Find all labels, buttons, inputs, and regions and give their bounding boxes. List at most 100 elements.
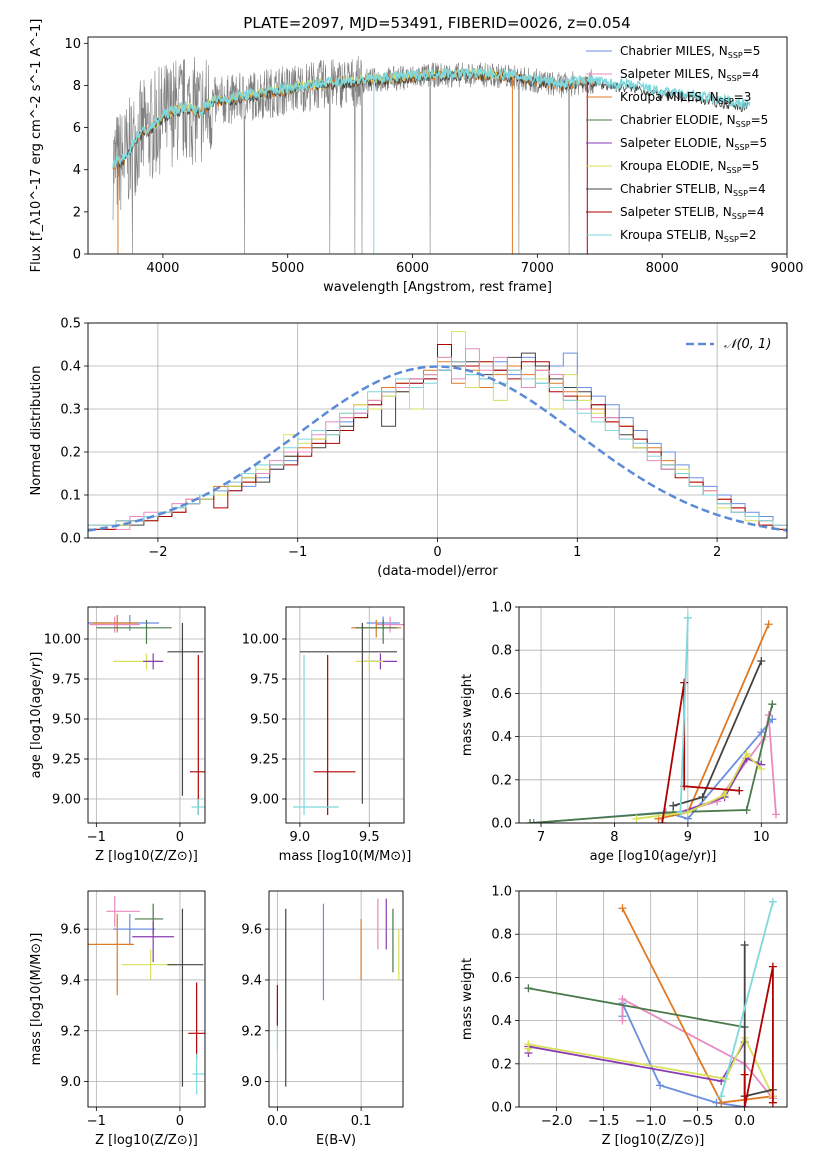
- weight_vs_age-xtick-label: 7: [537, 830, 545, 845]
- age_vs_mass-xtick-label: 9.0: [290, 830, 311, 845]
- age_vs_Z-ytick-label: 9.00: [52, 793, 81, 808]
- weight-point-marker: [698, 793, 707, 802]
- weight-point-marker: [768, 897, 777, 906]
- legend-label: Chabrier STELIB, NSSP=4: [620, 182, 766, 198]
- weight-point-marker: [669, 801, 678, 810]
- legend-series-name: Chabrier MILES, N: [620, 44, 728, 58]
- legend-label: Salpeter MILES, NSSP=4: [620, 67, 759, 83]
- weight_vs_age-ytick-label: 0.2: [491, 773, 512, 788]
- age_vs_Z-ytick-label: 10.00: [44, 633, 81, 648]
- legend-subscript: SSP: [728, 51, 743, 60]
- weight-point-marker: [618, 1016, 627, 1025]
- legend-nssp: =5: [751, 113, 769, 127]
- errorbar-point: [106, 896, 140, 927]
- errorbar-point: [88, 913, 134, 996]
- errorbar-point: [167, 908, 204, 1087]
- weight_vs_age-xtick-label: 10: [753, 830, 770, 845]
- weight-point-marker: [757, 728, 766, 737]
- normal-legend-label: 𝒩(0, 1): [724, 337, 771, 352]
- errorbar-point: [96, 619, 172, 644]
- age_vs_Z-points: [88, 615, 205, 815]
- age_vs_mass-ytick-label: 9.50: [250, 713, 279, 728]
- weight-point-marker: [676, 808, 685, 817]
- weight-point-marker: [524, 1040, 533, 1049]
- mass_vs_Z-ytick-label: 9.6: [60, 923, 81, 938]
- legend-series-name: Kroupa STELIB, N: [620, 228, 724, 242]
- mass_vs_Z-ytick-label: 9.0: [60, 1075, 81, 1090]
- weight_vs_Z-xtick-label: 0.0: [734, 1114, 755, 1129]
- plot-frame: [285, 606, 405, 824]
- chart-mass-vs-ebv: 0.0 0.1 9.0 9.2 9.4 9.6 E(B-V): [241, 890, 404, 1148]
- weight_vs_age-ytick-label: 1.0: [491, 601, 512, 616]
- residuals-xtick-label: 1: [573, 545, 581, 560]
- residuals-xtick-label: −1: [288, 545, 307, 560]
- weight_vs_Z-xtick-label: −2.0: [541, 1114, 573, 1129]
- errorbar-point: [299, 623, 398, 804]
- weight_vs_Z-ytick-label: 0.6: [491, 971, 512, 986]
- plot-frame: [87, 890, 206, 1108]
- age_vs_Z-ylabel: age [log10(age/yr)]: [29, 652, 44, 779]
- mass_vs_ebv-xtick-label: 0.0: [267, 1114, 288, 1129]
- mass_vs_ebv-points: [276, 898, 400, 1087]
- legend-label: Chabrier MILES, NSSP=5: [620, 44, 760, 60]
- chart-weight-vs-Z: −2.0 −1.5 −1.0 −0.5 0.0 0.0 0.2 0.4 0.6 0.8 1.0 Z […: [460, 885, 788, 1148]
- age_vs_Z-xtick-label: −1: [87, 830, 106, 845]
- legend-subscript: SSP: [736, 120, 751, 129]
- mass_vs_ebv-ytick-label: 9.2: [241, 1024, 262, 1039]
- age_vs_mass-xtick-label: 9.5: [359, 830, 380, 845]
- weight-series-line: [679, 617, 689, 813]
- mass_vs_Z-plot-area: [88, 891, 205, 1107]
- mass_vs_Z-ylabel: mass [log10(M/M⊙)]: [29, 933, 44, 1066]
- legend-subscript: SSP: [724, 235, 739, 244]
- weight-point-marker: [618, 995, 627, 1003]
- weight_vs_Z-ytick-label: 0.0: [491, 1101, 512, 1116]
- plot-frame: [518, 890, 788, 1108]
- age_vs_mass-xlabel: mass [log10(M/M⊙)]: [279, 849, 412, 864]
- figure-title: PLATE=2097, MJD=53491, FIBERID=0026, z=0…: [243, 14, 630, 32]
- errorbar-point: [121, 949, 176, 980]
- residuals-ytick-label: 0.2: [60, 446, 81, 461]
- age_vs_Z-ytick-label: 9.25: [52, 753, 81, 768]
- residuals-xtick-label: 0: [433, 545, 441, 560]
- errorbar-point: [192, 1053, 205, 1095]
- spectrum-ytick-label: 10: [64, 37, 81, 52]
- errorbar-point: [113, 913, 155, 945]
- weight-point-marker: [740, 1103, 749, 1107]
- histogram-lines: [88, 331, 787, 532]
- legend-nssp: =4: [742, 67, 760, 81]
- legend-subscript: SSP: [733, 189, 748, 198]
- weight_vs_age-ytick-label: 0.6: [491, 687, 512, 702]
- weight_vs_age-xtick-label: 9: [684, 830, 692, 845]
- plot-frame: [87, 606, 206, 824]
- errorbar-point: [132, 921, 175, 963]
- spectrum-ytick-label: 4: [73, 163, 81, 178]
- spectrum-xtick-label: 6000: [396, 261, 429, 276]
- weight-point-marker: [526, 819, 535, 823]
- spectrum-ytick-label: 6: [73, 121, 81, 136]
- weight-point-marker: [683, 613, 692, 622]
- mass_vs_Z-points: [88, 896, 205, 1095]
- weight-series-line: [621, 997, 774, 1099]
- spectrum-ytick-label: 0: [73, 248, 81, 263]
- weight-point-marker: [735, 786, 744, 795]
- chart-weight-vs-age: 7 8 9 10 0.0 0.2 0.4 0.6 0.8 1.0 age [log10(age/yr…: [460, 601, 788, 864]
- weight_vs_Z-ylabel: mass weight: [460, 958, 475, 1040]
- legend-label: Kroupa MILES, NSSP=3: [620, 90, 751, 106]
- weight_vs_Z-series: [524, 897, 777, 1107]
- legend-series-name: Salpeter STELIB, N: [620, 205, 732, 219]
- weight-point-marker: [768, 962, 777, 971]
- residuals-ylabel: Normed distribution: [29, 366, 44, 496]
- weight_vs_age-ytick-label: 0.0: [491, 817, 512, 832]
- spectrum-xlabel: wavelength [Angstrom, rest frame]: [323, 280, 552, 295]
- errorbar-point: [143, 653, 164, 670]
- age_vs_Z-ytick-label: 9.75: [52, 673, 81, 688]
- weight-point-marker: [717, 1092, 726, 1101]
- model-spectrum-line: [112, 67, 751, 169]
- mass_vs_ebv-xtick-label: 0.1: [351, 1114, 372, 1129]
- errorbar-point: [313, 655, 356, 815]
- age_vs_Z-ytick-label: 9.50: [52, 713, 81, 728]
- age_vs_Z-grid: [88, 607, 205, 823]
- weight-point-marker: [757, 765, 766, 773]
